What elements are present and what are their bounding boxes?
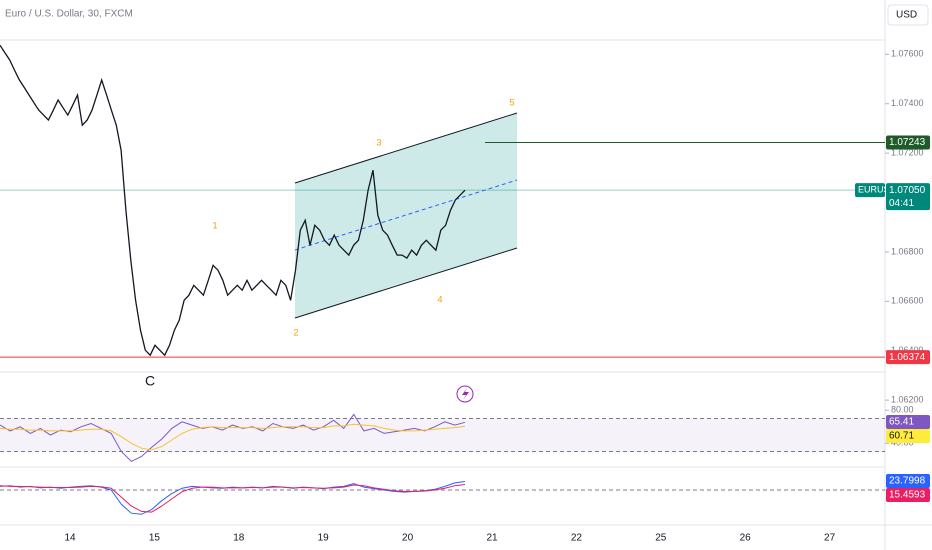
- x-tick-label: 15: [149, 533, 161, 544]
- indicator-value: 60.71: [889, 431, 914, 442]
- indicator-value: 15.4593: [889, 490, 926, 501]
- x-tick-label: 22: [571, 533, 583, 544]
- x-tick-label: 20: [402, 533, 414, 544]
- indicator-value-bg: [886, 474, 930, 488]
- last-name: EURUSD: [858, 185, 897, 195]
- series-line: [0, 481, 466, 515]
- x-tick-label: 26: [740, 533, 752, 544]
- plot: [0, 44, 885, 515]
- channel-top: [294, 112, 518, 184]
- x-tick-label: 19: [318, 533, 330, 544]
- x-tick-label: 18: [233, 533, 245, 544]
- series-line: [0, 423, 466, 451]
- series-line: [0, 44, 466, 357]
- rsi-band: [0, 418, 885, 452]
- indicator-value: 23.7998: [889, 476, 926, 487]
- level-label: 1.06374: [889, 352, 926, 363]
- x-tick-label: 14: [64, 533, 76, 544]
- y-tick-label: 80.00: [891, 405, 914, 415]
- alert-icon-bolt: [462, 388, 469, 400]
- currency: USD: [896, 10, 917, 21]
- y-tick-label: 1.06600: [891, 296, 924, 306]
- wave-label: C: [145, 373, 155, 389]
- series-line: [0, 484, 466, 513]
- last-price: 1.07050: [889, 185, 926, 196]
- y-tick-label: 1.06400: [891, 345, 924, 355]
- y-tick-label: 1.06800: [891, 246, 924, 256]
- indicator-value: 65.41: [889, 417, 914, 428]
- channel-bottom: [294, 247, 518, 319]
- wave-label: 3: [376, 137, 381, 147]
- last-name-bg: [855, 183, 885, 198]
- channel-fill: [295, 113, 517, 318]
- x-tick-label: 25: [655, 533, 667, 544]
- series-line: [0, 413, 466, 463]
- y-tick-label: 1.07200: [891, 148, 924, 158]
- y-tick-label: 1.07600: [891, 49, 924, 59]
- indicator-value-bg: [886, 488, 930, 502]
- x-tick-label: 27: [824, 533, 836, 544]
- countdown: 04:41: [889, 198, 914, 209]
- currency-box[interactable]: [887, 4, 929, 26]
- level-label: 1.07243: [889, 137, 926, 148]
- indicator-value-bg: [886, 415, 930, 429]
- wave-label: 1: [212, 220, 217, 230]
- chart-title: Euro / U.S. Dollar, 30, FXCM: [5, 9, 133, 20]
- y-tick-label: 1.07400: [891, 98, 924, 108]
- wave-label: 4: [437, 294, 442, 304]
- y-tick-label: 1.06200: [891, 394, 924, 404]
- indicator-value-bg: [886, 429, 930, 443]
- wave-label: 5: [509, 97, 514, 107]
- wave-label: 2: [293, 327, 298, 337]
- level-label-bg: [886, 350, 930, 365]
- last-price-bg: [886, 183, 930, 211]
- level-label-bg: [886, 135, 930, 150]
- x-tick-label: 21: [486, 533, 498, 544]
